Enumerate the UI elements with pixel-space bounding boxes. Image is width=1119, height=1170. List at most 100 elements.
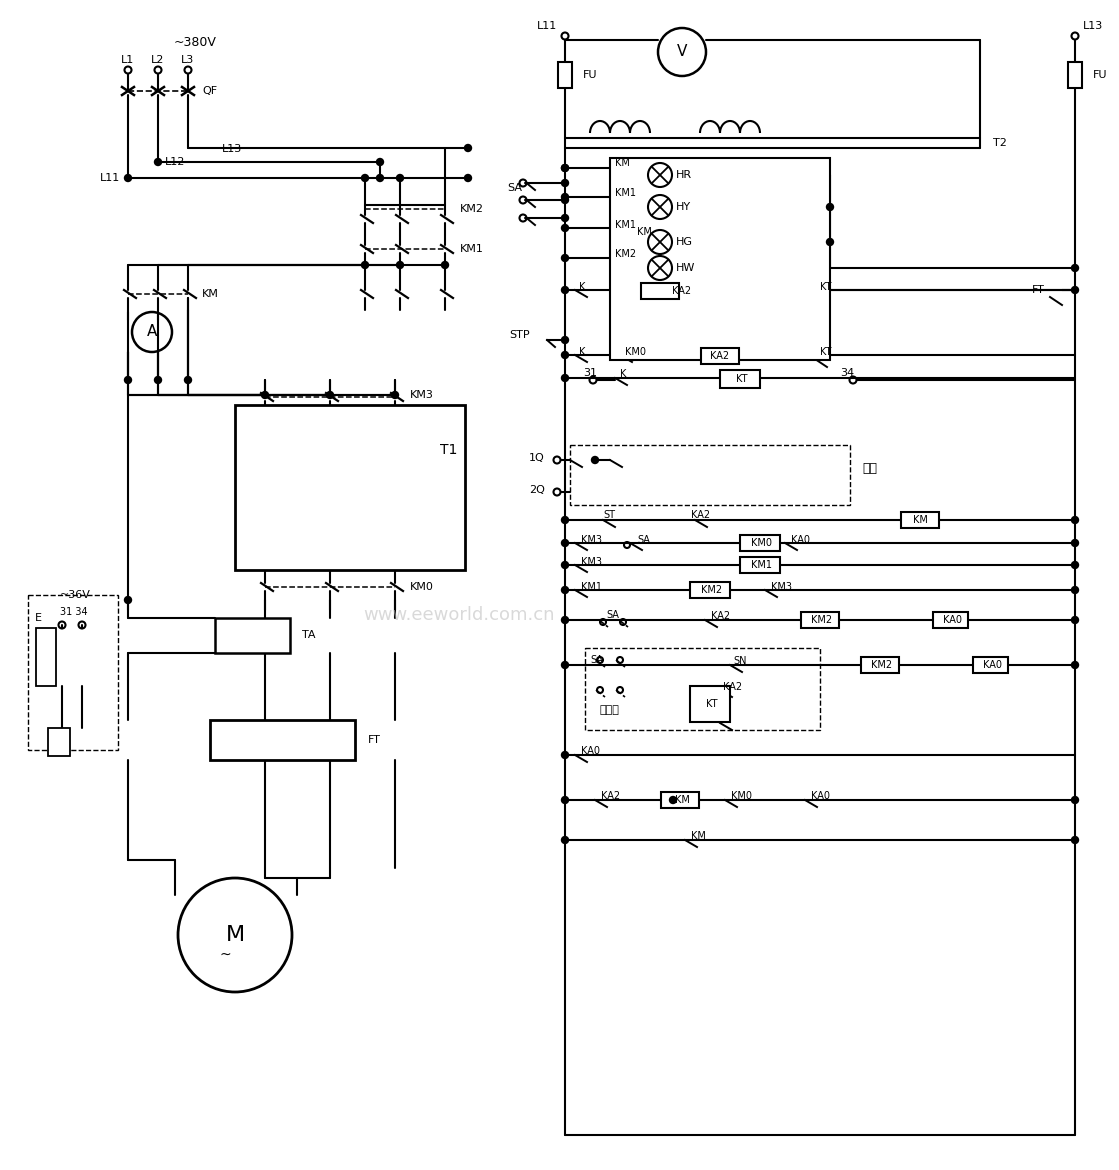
Circle shape	[562, 562, 568, 569]
Bar	[690, 581, 730, 598]
Circle shape	[392, 392, 398, 399]
Text: 34: 34	[840, 369, 854, 378]
Text: KM: KM	[913, 515, 928, 525]
Circle shape	[562, 165, 568, 172]
Text: KT: KT	[736, 374, 747, 384]
Text: E: E	[35, 613, 43, 622]
Text: KM: KM	[615, 158, 630, 168]
Bar	[801, 612, 839, 628]
Circle shape	[562, 661, 568, 668]
Circle shape	[562, 374, 568, 381]
Text: SA: SA	[637, 535, 650, 545]
Text: KM2: KM2	[872, 660, 893, 670]
Bar	[901, 512, 939, 528]
Text: SN: SN	[733, 656, 746, 666]
Text: SA: SA	[507, 183, 521, 193]
Circle shape	[562, 516, 568, 523]
Text: KM: KM	[692, 831, 706, 841]
Circle shape	[562, 586, 568, 593]
Bar	[661, 792, 699, 808]
Text: L11: L11	[537, 21, 557, 30]
Text: M: M	[225, 925, 245, 945]
Text: HW: HW	[676, 263, 695, 273]
Text: KM0: KM0	[731, 791, 752, 801]
Circle shape	[361, 174, 368, 181]
Text: KA0: KA0	[982, 660, 1002, 670]
Circle shape	[464, 174, 471, 181]
Text: KM2: KM2	[702, 585, 723, 596]
Text: KT: KT	[706, 698, 717, 709]
Text: T2: T2	[993, 138, 1007, 147]
Circle shape	[1072, 797, 1079, 804]
Text: K: K	[579, 347, 585, 357]
Circle shape	[124, 174, 132, 181]
Text: KM3: KM3	[581, 557, 602, 567]
Bar	[740, 535, 780, 551]
Text: 1Q: 1Q	[529, 453, 545, 463]
Text: K: K	[579, 282, 585, 292]
Text: 手停自: 手停自	[600, 706, 620, 715]
Circle shape	[562, 539, 568, 546]
Bar	[36, 628, 56, 686]
Text: KA0: KA0	[811, 791, 830, 801]
Text: KM2: KM2	[460, 204, 485, 214]
Text: KM1: KM1	[581, 581, 602, 592]
Circle shape	[1072, 617, 1079, 624]
Text: www.eeworld.com.cn: www.eeworld.com.cn	[364, 606, 555, 624]
Circle shape	[562, 165, 568, 172]
Text: KM: KM	[675, 794, 689, 805]
Text: ST: ST	[603, 510, 615, 519]
Bar	[974, 658, 1008, 673]
Text: KA2: KA2	[723, 682, 742, 691]
Text: L13: L13	[1083, 21, 1103, 30]
Text: KA2: KA2	[711, 351, 730, 362]
Text: KT: KT	[820, 282, 831, 292]
Text: HG: HG	[676, 238, 693, 247]
Text: KM: KM	[203, 289, 219, 300]
Text: L13: L13	[222, 144, 242, 154]
Text: KM3: KM3	[771, 581, 792, 592]
Text: ~36V: ~36V	[60, 590, 91, 600]
Text: HR: HR	[676, 170, 693, 180]
Text: SA: SA	[590, 655, 603, 665]
Circle shape	[562, 214, 568, 221]
Circle shape	[464, 145, 471, 151]
Text: HY: HY	[676, 202, 692, 212]
Text: L12: L12	[164, 157, 186, 167]
Text: TA: TA	[302, 629, 316, 640]
Circle shape	[562, 225, 568, 232]
Text: KM3: KM3	[410, 390, 434, 400]
Text: 31: 31	[583, 369, 598, 378]
Text: KA2: KA2	[673, 285, 692, 296]
Text: KM1: KM1	[615, 220, 636, 230]
Text: KM: KM	[637, 227, 652, 238]
Text: 31 34: 31 34	[60, 607, 87, 617]
Text: FT: FT	[1032, 285, 1045, 295]
Bar	[861, 658, 899, 673]
Bar	[641, 283, 679, 300]
Bar	[210, 720, 355, 760]
Text: FU: FU	[583, 70, 598, 80]
Circle shape	[562, 751, 568, 758]
Circle shape	[396, 174, 404, 181]
Circle shape	[1072, 661, 1079, 668]
Text: KM0: KM0	[752, 538, 772, 548]
Circle shape	[124, 597, 132, 604]
Circle shape	[669, 797, 677, 804]
Circle shape	[361, 262, 368, 268]
Text: L11: L11	[100, 173, 120, 183]
Circle shape	[562, 797, 568, 804]
Circle shape	[262, 392, 269, 399]
Text: KM1: KM1	[460, 245, 483, 254]
Circle shape	[1072, 562, 1079, 569]
Text: FT: FT	[368, 735, 380, 745]
Circle shape	[1072, 264, 1079, 271]
Bar	[740, 557, 780, 573]
Text: KM3: KM3	[581, 535, 602, 545]
Circle shape	[562, 617, 568, 624]
Circle shape	[124, 377, 132, 384]
Circle shape	[1072, 516, 1079, 523]
Text: KA0: KA0	[581, 746, 600, 756]
Text: KA2: KA2	[601, 791, 620, 801]
Text: 2Q: 2Q	[529, 486, 545, 495]
